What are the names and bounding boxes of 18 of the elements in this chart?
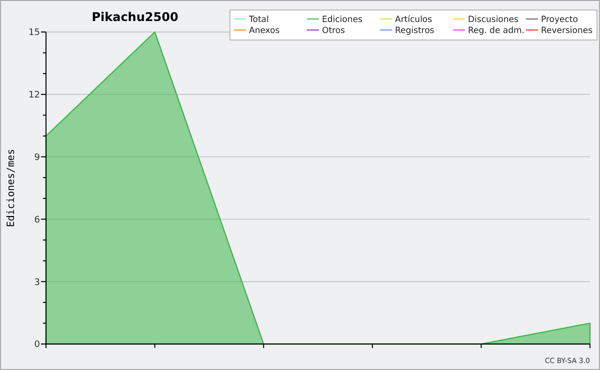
y-tick-label: 6: [34, 215, 40, 226]
legend-label: Proyecto: [541, 14, 578, 25]
legend-label: Total: [248, 14, 269, 25]
legend-label: Otros: [322, 26, 346, 36]
chart-title: Pikachu2500: [92, 10, 178, 24]
legend-label: Anexos: [249, 26, 280, 36]
y-tick-label: 0: [34, 340, 40, 350]
y-tick-label: 9: [34, 152, 40, 163]
y-tick-label: 15: [28, 28, 40, 38]
legend-label: Reversiones: [541, 26, 594, 36]
y-tick-label: 12: [28, 90, 40, 101]
legend-label: Registros: [395, 26, 435, 36]
y-axis-title: Ediciones/mes: [6, 148, 17, 228]
legend-label: Discusiones: [468, 14, 520, 25]
y-tick-label: 3: [34, 278, 40, 288]
legend-label: Reg. de adm.: [468, 26, 524, 36]
legend-label: Artículos: [395, 14, 433, 25]
legend-label: Ediciones: [322, 14, 363, 25]
